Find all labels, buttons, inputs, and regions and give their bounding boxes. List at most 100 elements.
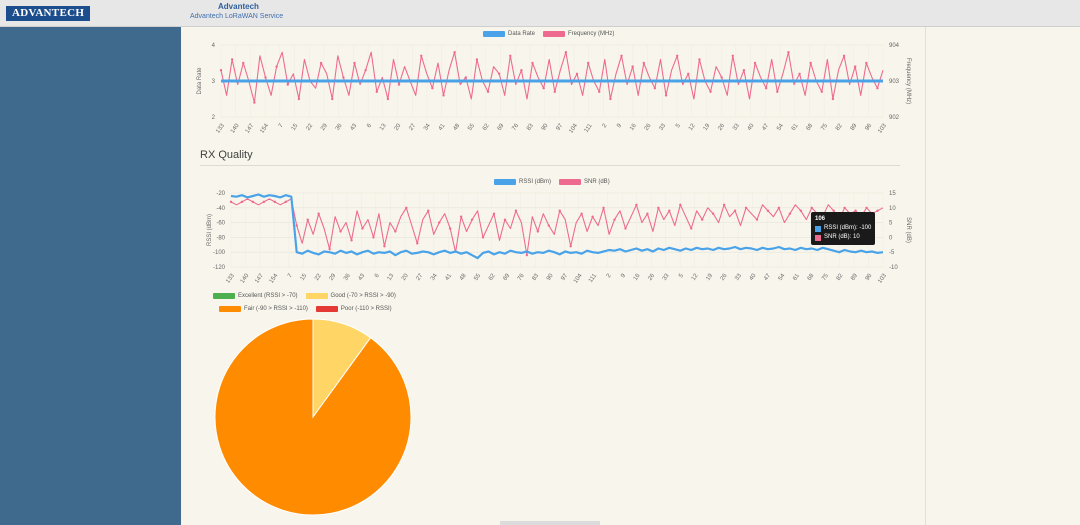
data-point [679,203,682,207]
section-title: RX Quality [200,149,253,161]
x-tick-label: 83 [531,272,540,281]
data-point [853,65,857,68]
data-point [230,58,234,61]
x-tick-label: 40 [747,122,756,131]
x-tick-label: 140 [240,272,251,284]
x-tick-label: 43 [350,122,359,131]
x-tick-label: 41 [438,122,447,131]
data-point [295,224,298,227]
data-point [331,97,334,101]
x-tick-label: 9 [616,122,623,129]
y-left-tick-label: -20 [216,191,225,197]
data-point [766,209,770,212]
data-point [342,76,345,79]
y-left-tick-label: 4 [212,43,216,49]
x-tick-label: 48 [459,272,468,281]
x-tick-label: 154 [269,272,280,284]
x-tick-label: 68 [807,272,816,281]
data-point [448,227,452,230]
data-point [733,209,737,212]
y-right-tick-label: -5 [889,250,895,256]
x-tick-label: 20 [394,122,403,131]
data-point [609,97,612,101]
x-tick-label: 54 [776,122,785,131]
y-left-tick-label: -60 [216,221,225,227]
series-line-rssi-dbm- [230,193,884,260]
series-line-frequency-mhz- [220,51,884,104]
data-point [731,54,734,57]
legend-label: RSSI (dBm) [519,179,552,185]
y-left-tick-label: -80 [216,235,225,241]
legend-item-fair[interactable]: Fair (-90 > RSSI > -110) [219,306,308,312]
legend-item-frequency[interactable]: Frequency (MHz) [543,31,614,37]
x-tick-label: 19 [703,122,712,131]
x-tick-label: 7 [278,122,285,129]
data-point [251,200,255,204]
x-tick-label: 16 [633,272,642,281]
x-tick-label: 62 [488,272,497,281]
x-tick-label: 104 [568,122,579,134]
legend-item-data-rate[interactable]: Data Rate [483,31,535,37]
x-tick-label: 82 [835,122,844,131]
x-tick-label: 96 [865,272,874,281]
x-tick-label: 76 [511,122,520,131]
data-point [242,61,245,65]
y-right-tick-label: 5 [889,221,893,227]
x-tick-label: 68 [806,122,815,131]
x-tick-label: 9 [620,272,627,279]
data-point [620,54,623,57]
data-point [350,239,353,242]
data-point [229,200,233,204]
x-tick-label: 26 [717,122,726,131]
y-right-tick-label: 904 [889,43,900,49]
data-point [854,209,857,212]
legend-item-snr[interactable]: SNR (dB) [559,179,610,185]
data-point [776,90,779,93]
x-tick-label: 133 [225,272,236,284]
data-point [431,87,434,90]
x-tick-label: 34 [430,272,439,281]
data-point [361,227,364,230]
legend-item-rssi[interactable]: RSSI (dBm) [494,179,551,185]
section-divider [200,165,900,166]
pie-slice-fair [214,318,412,516]
data-point [520,69,523,72]
x-tick-label: 16 [629,122,638,131]
data-point [284,200,287,204]
legend-item-good[interactable]: Good (-70 > RSSI > -90) [305,293,396,299]
x-tick-label: 27 [416,272,425,281]
data-point [709,90,712,93]
advantech-logo[interactable]: ADVANTECH [6,6,91,21]
data-point [481,236,485,239]
x-tick-label: 55 [467,122,476,131]
pie-legend-row2: Fair (-90 > RSSI > -110) Poor (-110 > RS… [219,306,400,312]
x-tick-label: 12 [688,122,697,131]
tooltip-row-snr: SNR (dB): 10 [815,233,871,242]
data-point [420,54,423,57]
data-point [497,72,501,75]
y-left-tick-label: 3 [212,79,216,85]
x-tick-label: 5 [675,122,682,129]
legend-item-poor[interactable]: Poor (-110 > RSSI) [315,306,392,312]
legend-swatch [543,31,566,37]
y-right-tick-label: 10 [889,206,896,212]
tooltip-swatch [815,225,821,232]
x-tick-label: 5 [678,272,685,279]
data-point [668,209,671,212]
rssi-quality-pie-chart [214,318,412,516]
x-tick-label: 34 [423,122,432,131]
y-right-axis-title: SNR (dB) [905,217,911,243]
x-tick-label: 7 [287,272,294,279]
y-right-tick-label: -10 [889,265,898,271]
data-point [865,206,868,209]
x-tick-label: 41 [444,272,453,281]
x-tick-label: 13 [387,272,396,281]
main-content: Data Rate Frequency (MHz) 4 3 2 904 903 902 13… [181,27,925,525]
data-point [843,206,846,209]
data-point [286,83,289,86]
x-tick-label: 33 [662,272,671,281]
data-point [319,61,323,65]
legend-item-excellent[interactable]: Excellent (RSSI > -70) [213,293,298,299]
data-point [536,230,540,233]
y-left-tick-label: -120 [213,265,226,271]
